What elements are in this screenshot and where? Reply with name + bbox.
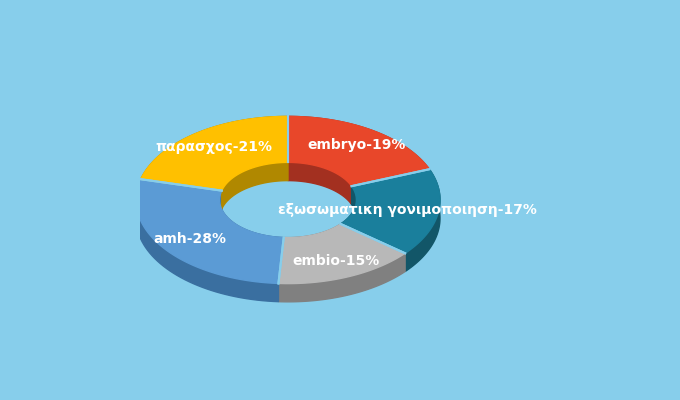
Polygon shape (136, 179, 278, 302)
Text: παρασχος-21%: παρασχος-21% (155, 140, 272, 154)
Polygon shape (141, 116, 288, 191)
Polygon shape (288, 116, 429, 186)
Polygon shape (278, 253, 405, 302)
Polygon shape (288, 162, 352, 204)
Polygon shape (278, 224, 405, 284)
Text: embio-15%: embio-15% (292, 254, 379, 268)
Polygon shape (222, 162, 288, 209)
Polygon shape (284, 224, 341, 256)
Polygon shape (220, 191, 284, 256)
Polygon shape (288, 116, 429, 188)
Polygon shape (136, 179, 284, 284)
Text: εξωσωματικη γονιμοποιηση-17%: εξωσωματικη γονιμοποιηση-17% (278, 204, 537, 218)
Polygon shape (341, 186, 356, 242)
Text: embryo-19%: embryo-19% (307, 138, 405, 152)
Polygon shape (405, 169, 440, 272)
Text: amh-28%: amh-28% (154, 232, 226, 246)
Polygon shape (341, 169, 440, 253)
Polygon shape (141, 116, 288, 198)
